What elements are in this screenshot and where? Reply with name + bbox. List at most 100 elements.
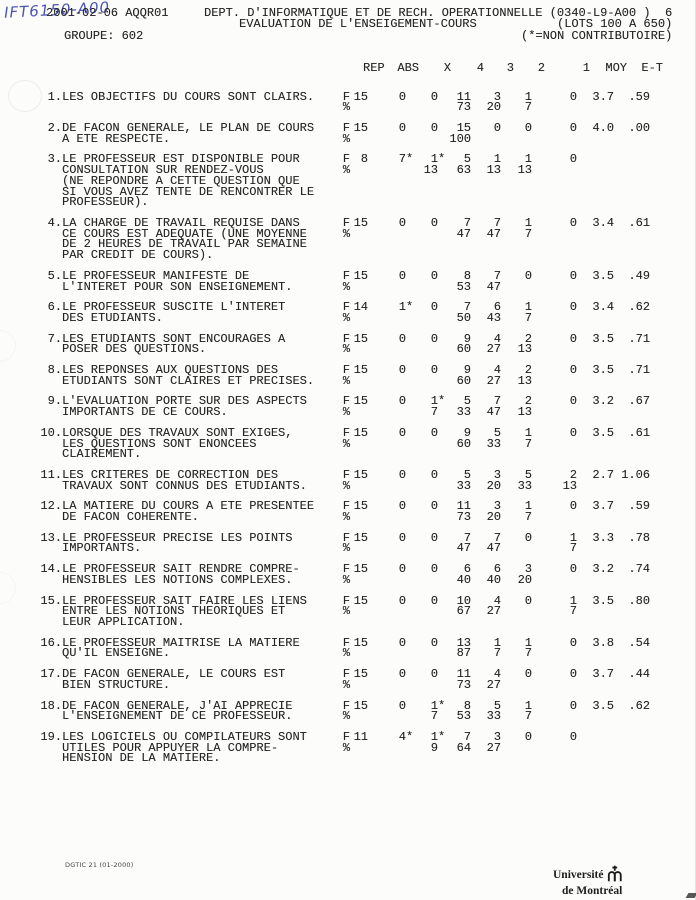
stat-value: % [342, 279, 350, 294]
stat-value [501, 680, 532, 691]
stat-cell-x: 0 [406, 501, 438, 522]
stat-cell-abs: 1* [368, 301, 413, 323]
stat-value: 7 [524, 100, 532, 115]
stat-value: .61 [628, 216, 650, 230]
stat-value: % [342, 310, 350, 325]
stat-value: % [342, 646, 350, 661]
stat-value: 0 [430, 363, 438, 378]
stat-cell-rep: 15 [350, 637, 368, 659]
stat-cell-2: 2 13 [501, 331, 532, 357]
stat-value [614, 344, 650, 355]
stat-cell-4: 15 100 [438, 122, 471, 144]
stat-value: 0 [524, 729, 532, 744]
freq-pct-labels: F% [337, 427, 350, 449]
stat-cell-3: 7 47 [471, 268, 501, 292]
stat-value: 0 [430, 593, 438, 608]
stat-cell-1: 0 [532, 427, 577, 449]
stat-value [406, 680, 438, 691]
freq-pct-labels: F% [337, 501, 350, 523]
stat-value: 0 [524, 268, 532, 283]
stat-value [532, 344, 577, 355]
stat-value: 7 [524, 310, 532, 325]
stat-value: 33 [456, 478, 471, 493]
stat-value: 13 [517, 342, 532, 357]
stat-value: 7 [493, 530, 501, 545]
stat-cell-4: 5 33 [438, 396, 471, 418]
question-row: 4. LA CHARGE DE TRAVAIL REQUISE DANS CE C… [40, 216, 696, 261]
stat-value: 47 [486, 405, 501, 420]
stat-value: 50 [456, 310, 471, 325]
stat-value [350, 711, 368, 722]
stat-value: 0 [569, 121, 577, 136]
stat-value: 15 [353, 216, 368, 230]
stat-cell-2: 0 [501, 532, 532, 554]
stat-value: 14 [353, 300, 368, 315]
stat-value: 2 [524, 331, 532, 346]
stat-cell-3: 3 27 [471, 731, 501, 753]
stat-cell-rep: 15 [350, 333, 368, 355]
stat-cell-1: 0 [532, 731, 577, 753]
stat-value: 7 [569, 604, 577, 619]
report-title: EVALUATION DE L'ENSEIGEMENT-COURS [239, 17, 477, 31]
stat-value: 2 [524, 363, 532, 378]
stat-value: 0 [569, 216, 577, 230]
stat-value: 3 [493, 467, 501, 482]
stat-value: .78 [628, 530, 650, 545]
stat-value [577, 154, 614, 165]
stat-value [406, 313, 438, 324]
stat-cell-moy: 3.2 [577, 396, 614, 417]
stat-value [532, 711, 577, 722]
stat-cell-4: 8 53 [438, 268, 471, 292]
stat-value: 8 [463, 268, 471, 283]
stat-value: 3.2 [592, 394, 614, 409]
stat-value [614, 648, 650, 659]
stat-value: 7 [493, 268, 501, 283]
stat-value: 87 [456, 646, 471, 661]
stat-value [501, 743, 532, 754]
stat-value [406, 481, 438, 492]
stat-value: 67 [456, 604, 471, 619]
stat-value [614, 165, 650, 176]
stat-value [577, 575, 614, 586]
stat-value [614, 481, 650, 492]
stat-cell-e-t: .59 [614, 501, 650, 522]
stat-cell-4: 9 60 [438, 333, 471, 355]
stat-value: F [342, 635, 350, 650]
question-text: LE PROFESSEUR MANIFESTE DE L'INTERET POU… [62, 268, 293, 294]
stat-value [368, 407, 406, 418]
stat-value: 7 [463, 300, 471, 315]
question-row: 5. LE PROFESSEUR MANIFESTE DE L'INTERET P… [40, 268, 696, 294]
stat-cell-3: 7 47 [471, 396, 501, 420]
stat-value: 0 [398, 331, 406, 346]
stat-value: 60 [456, 436, 471, 451]
freq-pct-labels: F% [337, 563, 350, 585]
question-row: 9. L'EVALUATION PORTE SUR DES ASPECTS IMP… [40, 394, 696, 420]
stat-value [614, 711, 650, 722]
stat-value: 0 [430, 425, 438, 440]
question-text: LES ETUDIANTS SONT ENCOURAGES A POSER DE… [62, 331, 286, 357]
question-text: L'EVALUATION PORTE SUR DES ASPECTS IMPOR… [62, 394, 307, 420]
freq-pct-labels: F% [337, 668, 350, 690]
stat-cell-1: 0 [532, 563, 577, 585]
freq-pct-labels: F% [337, 270, 350, 294]
stat-value: 3.5 [592, 363, 614, 378]
stat-value: % [342, 163, 350, 178]
stat-value: % [342, 342, 350, 357]
question-row: 8. LES REPONSES AUX QUESTIONS DES ETUDIAN… [40, 363, 696, 387]
stat-value [614, 439, 650, 450]
stat-cell-moy: 3.8 [577, 637, 614, 659]
stat-value: 3.7 [592, 499, 614, 514]
stat-value [406, 543, 438, 554]
stat-cell-moy: 3.5 [577, 595, 614, 617]
stat-value: F [342, 216, 350, 230]
stat-cell-moy: 3.4 [577, 301, 614, 323]
freq-pct-labels: F% [337, 154, 350, 178]
question-number: 16. [40, 635, 62, 650]
stat-value [614, 313, 650, 324]
stat-value: 4 [493, 363, 501, 378]
stat-cell-x: 0 [406, 363, 438, 386]
stat-cell-e-t: .49 [614, 270, 650, 292]
